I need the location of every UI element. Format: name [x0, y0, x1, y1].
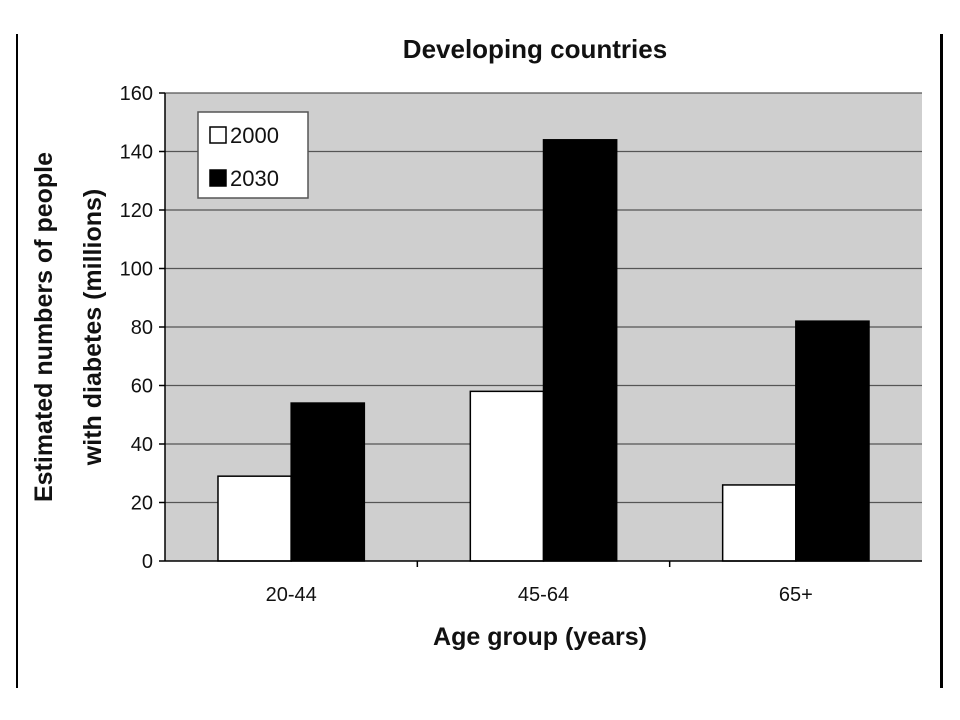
bar-2030-65+: [795, 320, 870, 562]
left-frame-line: [16, 34, 18, 688]
chart-title: Developing countries: [403, 34, 667, 64]
legend-swatch-2030: [209, 169, 227, 187]
x-axis-label: Age group (years): [433, 623, 647, 651]
y-tick-label-0: 0: [142, 551, 153, 573]
bar-2030-20-44: [290, 402, 366, 562]
axes: [159, 92, 922, 567]
bar-2000-45-64: [469, 390, 545, 562]
legend-label-2000: 2000: [230, 123, 279, 148]
bar-2000-20-44: [217, 475, 292, 562]
y-tick-label-40: 40: [131, 434, 153, 456]
x-tick-label-45-64: 45-64: [518, 584, 569, 606]
x-tick-label-65+: 65+: [779, 584, 813, 606]
x-tick-label-20-44: 20-44: [266, 584, 317, 606]
y-tick-label-80: 80: [131, 317, 153, 339]
y-axis-label-line-1: Estimated numbers of people: [30, 152, 58, 502]
legend-swatch-2000: [209, 126, 227, 144]
x-tick-labels: 20-44 45-64 65+: [266, 584, 813, 606]
y-axis-label-line-2: with diabetes (millions): [79, 189, 107, 466]
legend: 2000 2030: [197, 111, 309, 199]
bar-2000-65+: [721, 484, 797, 562]
bars: [217, 139, 870, 562]
y-tick-label-140: 140: [120, 142, 153, 164]
legend-label-2030: 2030: [230, 166, 279, 191]
y-tick-labels: 0 20 40 60 80 100 120 140 160: [120, 83, 153, 573]
y-tick-label-20: 20: [131, 493, 153, 515]
y-tick-label-120: 120: [120, 200, 153, 222]
right-frame-line: [940, 34, 943, 688]
y-tick-label-160: 160: [120, 83, 153, 105]
y-tick-label-60: 60: [131, 376, 153, 398]
y-tick-label-100: 100: [120, 259, 153, 281]
bar-2030-45-64: [542, 139, 618, 562]
